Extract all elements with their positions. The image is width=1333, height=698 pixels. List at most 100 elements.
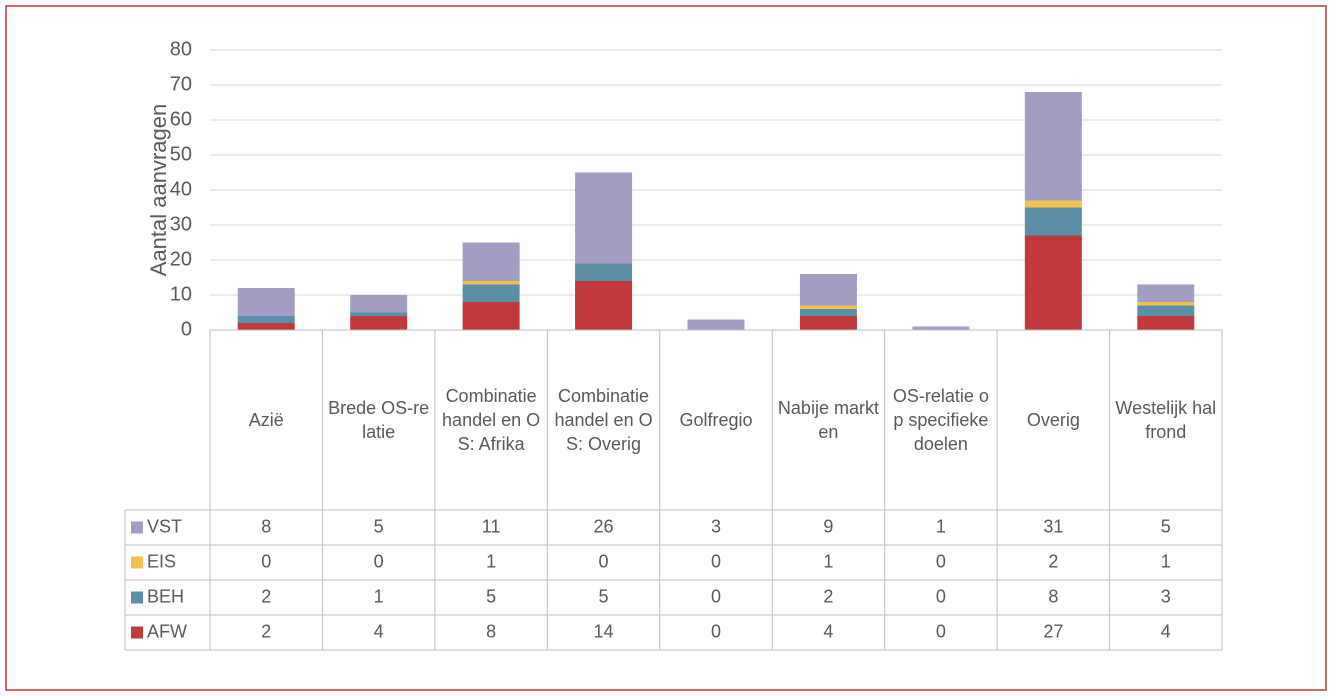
table-value: 31 — [1043, 516, 1063, 536]
x-tick-label: OS-relatie op specifieke doelen — [892, 386, 989, 454]
table-value: 8 — [261, 516, 271, 536]
table-value: 5 — [1161, 516, 1171, 536]
bar-segment — [799, 316, 857, 330]
bar-segment — [462, 242, 520, 281]
bar-segment — [1024, 92, 1082, 201]
legend-label: EIS — [147, 551, 176, 571]
category-cell: Combinatie handel en OS: Overig — [554, 386, 653, 454]
bar-segment — [462, 302, 520, 330]
bar-segment — [1024, 207, 1082, 236]
legend-label: AFW — [147, 621, 187, 641]
bar-segment — [687, 319, 745, 330]
bar-segment — [350, 316, 408, 330]
table-value: 4 — [1161, 621, 1171, 641]
bar-segment — [1137, 305, 1195, 316]
y-tick-label: 30 — [170, 213, 192, 235]
category-cell: Nabije markten — [777, 398, 879, 442]
x-tick-label: Golfregio — [679, 410, 753, 430]
bar-segment — [350, 312, 408, 316]
table-value: 2 — [823, 586, 833, 606]
x-tick-label: Westelijk halfrond — [1115, 398, 1217, 442]
bar-segment — [1137, 316, 1195, 330]
table-value: 1 — [374, 586, 384, 606]
bar-segment — [462, 281, 520, 285]
bar-segment — [912, 326, 970, 330]
bar-segment — [237, 323, 295, 330]
bar-segment — [799, 274, 857, 306]
table-value: 8 — [486, 621, 496, 641]
table-value: 3 — [711, 516, 721, 536]
bar-segment — [1024, 235, 1082, 330]
x-tick-label: Brede OS-relatie — [328, 398, 430, 442]
table-value: 1 — [936, 516, 946, 536]
category-cell: Brede OS-relatie — [328, 398, 430, 442]
table-value: 0 — [936, 621, 946, 641]
bar-segment — [575, 281, 633, 330]
frame — [5, 5, 1327, 691]
table-value: 11 — [482, 516, 501, 536]
table-value: 5 — [486, 586, 496, 606]
y-tick-label: 20 — [170, 248, 192, 270]
category-cell: Golfregio — [679, 410, 753, 430]
table-value: 8 — [1048, 586, 1058, 606]
y-tick-label: 80 — [170, 38, 192, 60]
category-cell: Azië — [248, 410, 284, 430]
table-value: 3 — [1161, 586, 1171, 606]
x-tick-label: Nabije markten — [777, 398, 879, 442]
y-tick-label: 50 — [170, 143, 192, 165]
table-value: 0 — [711, 551, 721, 571]
category-cell: Overig — [1026, 410, 1080, 430]
bar-segment — [237, 288, 295, 316]
table-value: 1 — [1161, 551, 1171, 571]
x-tick-label: Combinatie handel en OS: Overig — [554, 386, 653, 454]
bar-segment — [1024, 200, 1082, 208]
category-cell: Westelijk halfrond — [1115, 398, 1217, 442]
table-value: 4 — [823, 621, 833, 641]
legend-swatch — [131, 591, 143, 604]
y-tick-label: 40 — [170, 178, 192, 200]
table-value: 26 — [594, 516, 614, 536]
legend-swatch — [131, 626, 143, 639]
table-value: 4 — [374, 621, 384, 641]
table-value: 2 — [261, 586, 271, 606]
bar-segment — [575, 263, 633, 281]
table-value: 0 — [374, 551, 384, 571]
bar-segment — [237, 316, 295, 323]
table-value: 5 — [599, 586, 609, 606]
table-value: 0 — [936, 551, 946, 571]
table-value: 1 — [486, 551, 496, 571]
table-value: 2 — [261, 621, 271, 641]
table-value: 0 — [711, 586, 721, 606]
bar-segment — [350, 295, 408, 313]
bar-segment — [799, 305, 857, 309]
y-tick-label: 70 — [170, 73, 192, 95]
table-value: 14 — [594, 621, 614, 641]
table-value: 27 — [1043, 621, 1063, 641]
bar-segment — [1137, 284, 1195, 302]
x-tick-label: Combinatie handel en OS: Afrika — [442, 386, 541, 454]
table-value: 0 — [711, 621, 721, 641]
x-tick-label: Azië — [248, 410, 284, 430]
y-tick-label: 10 — [170, 283, 192, 305]
table-value: 2 — [1048, 551, 1058, 571]
x-tick-label: Overig — [1026, 410, 1080, 430]
bar-segment — [462, 284, 520, 302]
legend-swatch — [131, 556, 143, 569]
y-tick-label: 60 — [170, 108, 192, 130]
bar-segment — [1137, 302, 1195, 306]
table-value: 0 — [599, 551, 609, 571]
legend-label: BEH — [147, 586, 184, 606]
category-cell: Combinatie handel en OS: Afrika — [442, 386, 541, 454]
legend-swatch — [131, 521, 143, 534]
table-value: 9 — [823, 516, 833, 536]
bar-segment — [575, 172, 633, 264]
table-value: 5 — [374, 516, 384, 536]
legend-label: VST — [147, 516, 182, 536]
table-value: 1 — [823, 551, 833, 571]
bar-segment — [799, 309, 857, 316]
y-axis-label: Aantal aanvragen — [146, 104, 171, 276]
table-value: 0 — [261, 551, 271, 571]
category-cell: OS-relatie op specifieke doelen — [892, 386, 989, 454]
table-value: 0 — [936, 586, 946, 606]
